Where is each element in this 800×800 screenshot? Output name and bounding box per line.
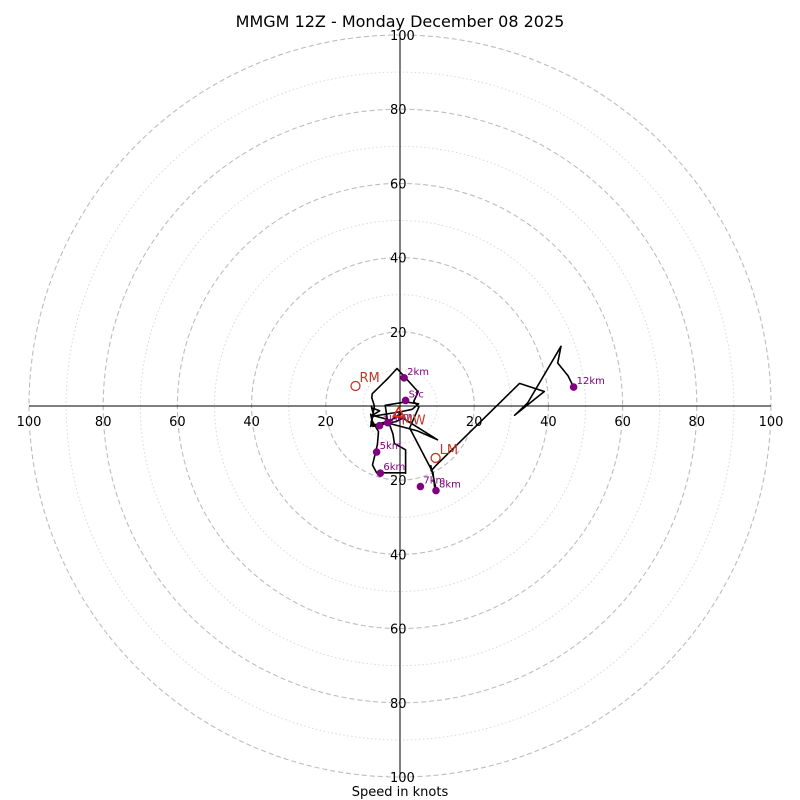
lm-storm-motion-label: LM xyxy=(440,443,458,458)
height-label-1km: 1km xyxy=(383,415,405,426)
x-tick-label: 20 xyxy=(318,415,335,430)
mean-wind: MW xyxy=(391,405,426,428)
rm-storm-motion-marker xyxy=(350,380,361,392)
x-tick-label: 100 xyxy=(759,415,784,430)
height-marker-8km xyxy=(432,486,440,495)
y-tick-label: 80 xyxy=(390,697,407,712)
y-tick-label: 20 xyxy=(390,474,407,489)
height-label-7km: 7km xyxy=(423,476,445,487)
x-tick-label: 80 xyxy=(95,415,112,430)
y-tick-label: 100 xyxy=(390,29,415,44)
height-marker-sfc xyxy=(401,396,410,405)
y-tick-label: 100 xyxy=(390,771,415,786)
x-tick-label: 60 xyxy=(169,415,186,430)
x-tick-label: 60 xyxy=(614,415,631,430)
height-label-sfc: Sfc xyxy=(409,389,424,400)
height-label-12km: 12km xyxy=(577,376,605,387)
height-label-2km: 2km xyxy=(407,367,429,378)
lm-storm-motion-marker xyxy=(430,452,441,464)
height-label-8km: 8km xyxy=(439,480,461,491)
height-marker-3km xyxy=(383,418,392,427)
y-tick-label: 80 xyxy=(390,103,407,118)
x-tick-label: 100 xyxy=(17,415,42,430)
height-label-6km: 6km xyxy=(383,462,405,473)
tick-labels: 100 80 60 40 20 20 40 60 80 100 100 80 60 40 20 20 40 60 8… xyxy=(17,29,784,786)
y-tick-label: 40 xyxy=(390,548,407,563)
height-marker-12km xyxy=(569,383,578,391)
chart-title: MMGM 12Z - Monday December 08 2025 xyxy=(236,12,565,31)
height-marker-6km xyxy=(376,469,385,477)
y-tick-label: 40 xyxy=(390,252,407,267)
height-label-5km: 5km xyxy=(380,441,402,452)
height-marker-5km xyxy=(372,448,381,456)
height-marker-2km xyxy=(400,374,408,382)
mean-wind-marker xyxy=(391,405,406,418)
height-marker-1km xyxy=(375,421,384,430)
x-axis-label: Speed in knots xyxy=(352,785,449,800)
x-tick-label: 20 xyxy=(466,415,483,430)
mean-wind-label: MW xyxy=(402,413,426,428)
y-tick-label: 20 xyxy=(390,326,407,341)
x-tick-label: 80 xyxy=(689,415,706,430)
x-tick-label: 40 xyxy=(243,415,260,430)
height-marker-7km xyxy=(416,482,425,491)
axes xyxy=(29,35,771,777)
y-tick-label: 60 xyxy=(390,177,407,192)
y-tick-label: 60 xyxy=(390,623,407,638)
rm-storm-motion-label: RM xyxy=(359,371,379,386)
x-tick-label: 40 xyxy=(540,415,557,430)
storm-motion-markers: RM LM xyxy=(350,371,458,464)
